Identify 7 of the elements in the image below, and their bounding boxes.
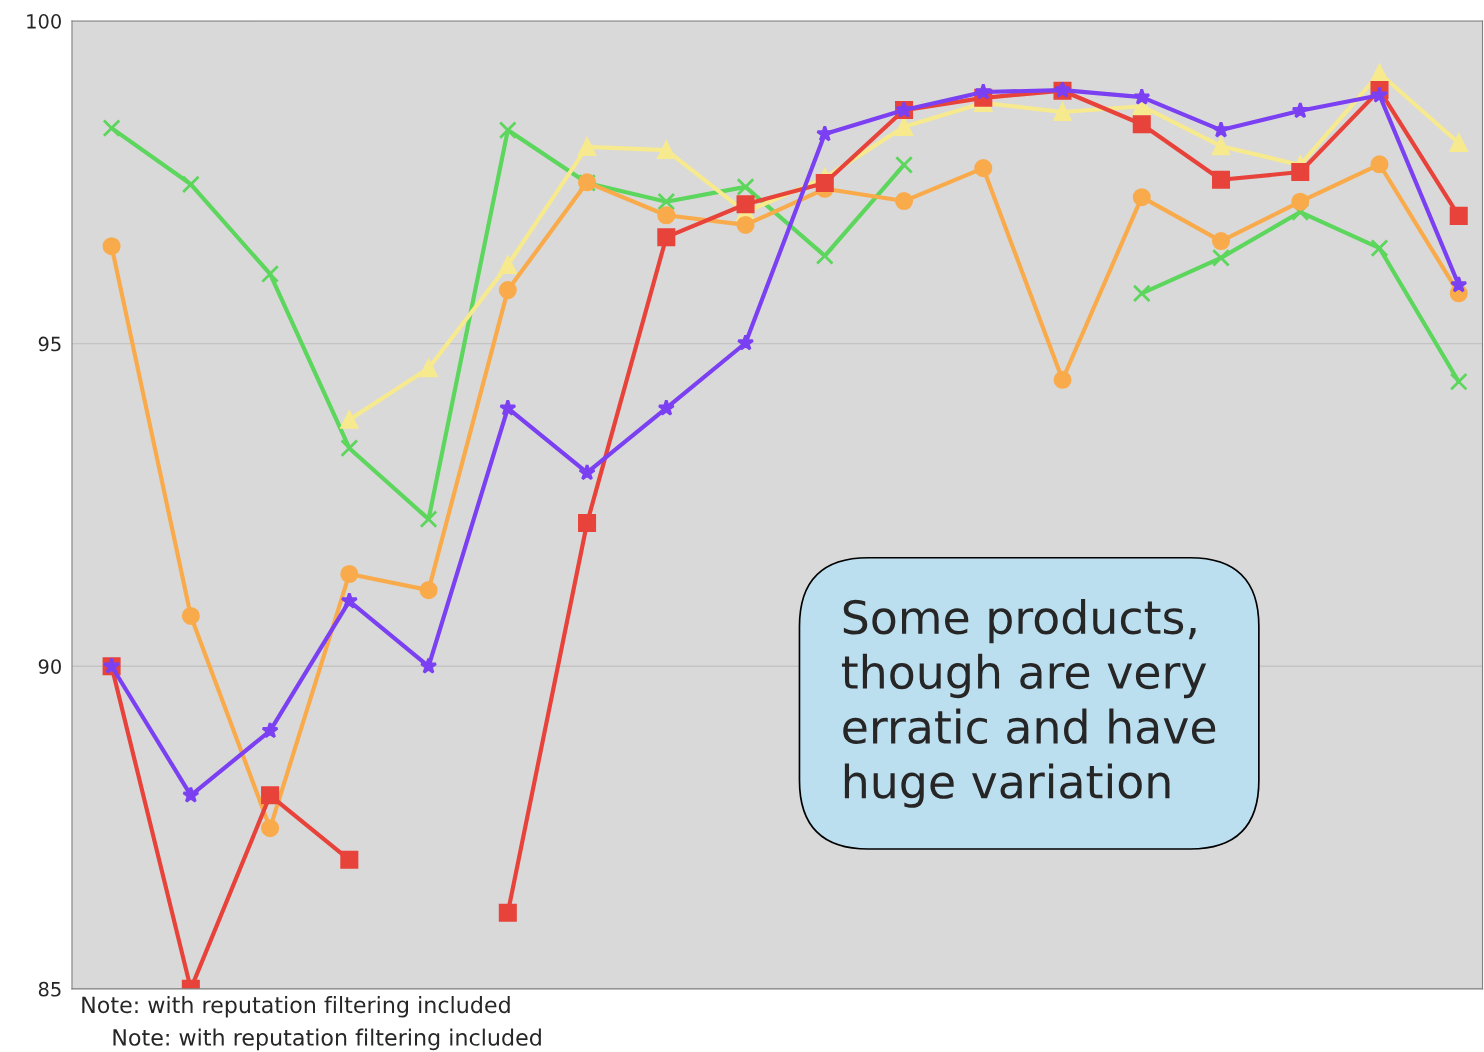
y-tick-label: 90 <box>38 659 61 674</box>
y-tick-label: 95 <box>38 336 61 352</box>
text: Note: with reputation filtering included <box>113 1028 541 1051</box>
annotation: Some products, though are very erratic and have huge variation <box>841 598 1216 808</box>
y-tick-label: 85 <box>38 981 61 997</box>
text: Note: with reputation filtering included <box>82 996 510 1018</box>
y-tick-label: 100 <box>27 14 61 29</box>
